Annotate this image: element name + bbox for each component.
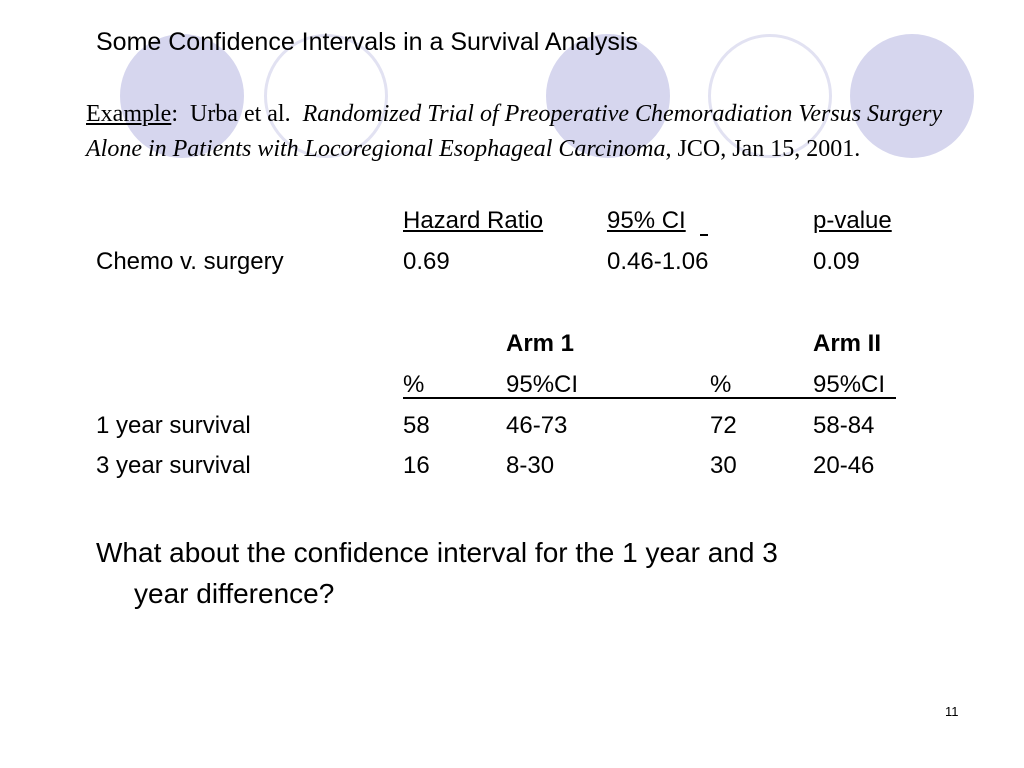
decorative-circle [120, 34, 244, 158]
decorative-circle [850, 34, 974, 158]
header-95-ci: 95% CI [607, 207, 686, 234]
page-number: 11 [945, 704, 959, 719]
article-title: Randomized Trial of Preoperative Chemora… [86, 101, 943, 162]
arm-1-header: Arm 1 [506, 330, 575, 357]
arm2-pct-value: 30 [710, 452, 737, 479]
subheader-arm1-ci: 95%CI [506, 371, 579, 398]
arm1-ci-value: 8-30 [506, 452, 555, 479]
arm1-pct-value: 16 [403, 452, 430, 479]
arm1-ci-value: 46-73 [506, 412, 568, 439]
arm2-pct-value: 72 [710, 412, 737, 439]
question-line-1: What about the confidence interval for t… [96, 537, 778, 568]
journal-info: , JCO, Jan 15, 2001. [665, 136, 861, 162]
header-p-value: p-value [813, 207, 892, 234]
subheader-underline [403, 397, 896, 399]
decorative-ring [264, 34, 388, 158]
p-value: 0.09 [813, 248, 860, 275]
decorative-ring [708, 34, 832, 158]
arm1-pct-value: 58 [403, 412, 430, 439]
hazard-ratio-value: 0.69 [403, 248, 450, 275]
header-underline [700, 234, 708, 236]
arm-2-header: Arm II [813, 330, 882, 357]
ci-value: 0.46-1.06 [607, 248, 709, 275]
subheader-arm2-ci: 95%CI [813, 371, 886, 398]
row-label: Chemo v. surgery [96, 248, 284, 275]
example-citation: Example: Urba et al. Randomized Trial of… [86, 97, 986, 167]
row-label: 3 year survival [96, 452, 251, 479]
subheader-arm2-pct: % [710, 371, 732, 398]
decorative-circle [546, 34, 670, 158]
header-hazard-ratio: Hazard Ratio [403, 207, 544, 234]
example-label: Example [86, 101, 172, 127]
question-line-2: year difference? [134, 578, 335, 609]
slide-title: Some Confidence Intervals in a Survival … [96, 28, 638, 56]
row-label: 1 year survival [96, 412, 251, 439]
discussion-question: What about the confidence interval for t… [96, 532, 956, 614]
example-authors: : Urba et al. [171, 101, 303, 127]
arm2-ci-value: 58-84 [813, 412, 875, 439]
arm2-ci-value: 20-46 [813, 452, 875, 479]
subheader-arm1-pct: % [403, 371, 425, 398]
